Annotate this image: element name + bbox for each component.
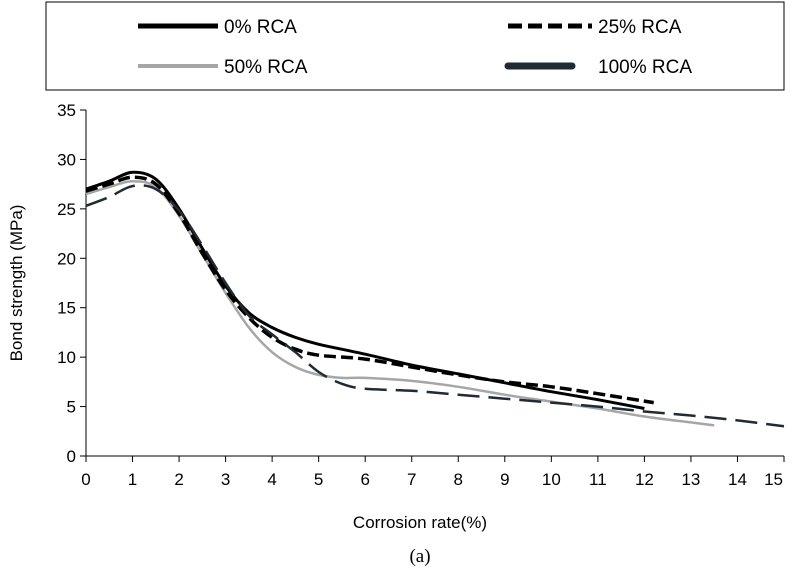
legend-frame — [45, 1, 785, 91]
y-tick-label: 10 — [57, 348, 76, 367]
x-tick-label: 6 — [360, 470, 369, 489]
series-layer — [85, 170, 785, 428]
x-tick-label: 5 — [314, 470, 323, 489]
x-tick-label: 1 — [128, 470, 137, 489]
x-axis-label: Corrosion rate(%) — [353, 513, 487, 532]
x-tick-label: 8 — [454, 470, 463, 489]
x-tick-label: 10 — [542, 470, 561, 489]
x-tick-label: 11 — [589, 470, 607, 489]
x-tick-label: 13 — [681, 470, 700, 489]
y-axis-label: Bond strength (MPa) — [7, 205, 26, 362]
series-line-0 — [85, 170, 645, 410]
y-tick-label: 20 — [57, 249, 76, 268]
figure-caption: (a) — [409, 546, 430, 567]
x-tick-label: 9 — [500, 470, 509, 489]
series-line-2 — [85, 179, 715, 427]
x-tick-label: 7 — [407, 470, 416, 489]
axes — [85, 110, 784, 457]
x-tick-label: 14 — [728, 470, 747, 489]
x-tick-label: 2 — [174, 470, 183, 489]
x-tick-label: 0 — [81, 470, 90, 489]
x-tick-label: 12 — [635, 470, 654, 489]
y-tick-label: 25 — [57, 200, 76, 219]
x-tick-label: 4 — [267, 470, 276, 489]
legend-label-0: 0% RCA — [224, 17, 297, 38]
legend-label-3: 100% RCA — [598, 57, 692, 78]
x-tick-label: 15 — [764, 470, 783, 489]
series-line-3 — [85, 184, 785, 428]
y-tick-label: 15 — [57, 299, 76, 318]
y-tick-label: 0 — [67, 447, 76, 466]
legend-label-2: 50% RCA — [224, 57, 308, 78]
legend: 0% RCA 25% RCA 50% RCA 100% RCA — [45, 1, 785, 91]
y-tick-label: 35 — [57, 101, 76, 120]
y-tick-label: 5 — [67, 398, 76, 417]
x-tick-label: 3 — [221, 470, 230, 489]
y-tick-label: 30 — [57, 150, 76, 169]
series-line-1 — [85, 175, 654, 405]
legend-label-1: 25% RCA — [598, 17, 682, 38]
